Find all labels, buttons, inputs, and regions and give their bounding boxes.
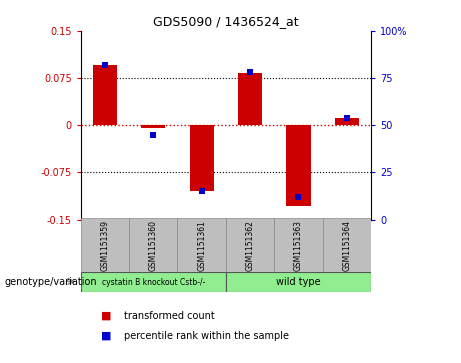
Text: ■: ■ bbox=[101, 331, 112, 341]
Text: wild type: wild type bbox=[276, 277, 321, 287]
Bar bbox=[274, 218, 323, 274]
Text: GSM1151362: GSM1151362 bbox=[246, 220, 254, 272]
Bar bbox=[226, 272, 371, 292]
Text: transformed count: transformed count bbox=[124, 311, 215, 321]
Text: GSM1151360: GSM1151360 bbox=[149, 220, 158, 272]
Bar bbox=[81, 218, 129, 274]
Text: genotype/variation: genotype/variation bbox=[5, 277, 97, 287]
Bar bbox=[226, 218, 274, 274]
Bar bbox=[189, 125, 214, 191]
Bar bbox=[129, 218, 177, 274]
Text: GSM1151359: GSM1151359 bbox=[100, 220, 109, 272]
Title: GDS5090 / 1436524_at: GDS5090 / 1436524_at bbox=[153, 15, 299, 28]
Text: GSM1151363: GSM1151363 bbox=[294, 220, 303, 272]
Bar bbox=[141, 125, 165, 129]
Text: percentile rank within the sample: percentile rank within the sample bbox=[124, 331, 290, 341]
Bar bbox=[335, 118, 359, 125]
Text: ■: ■ bbox=[101, 311, 112, 321]
Bar bbox=[323, 218, 371, 274]
Text: GSM1151361: GSM1151361 bbox=[197, 220, 206, 272]
Bar bbox=[81, 272, 226, 292]
Bar bbox=[93, 65, 117, 125]
Bar bbox=[286, 125, 311, 206]
Bar bbox=[238, 73, 262, 125]
Text: GSM1151364: GSM1151364 bbox=[343, 220, 351, 272]
Text: cystatin B knockout Cstb-/-: cystatin B knockout Cstb-/- bbox=[101, 278, 205, 287]
Bar bbox=[177, 218, 226, 274]
